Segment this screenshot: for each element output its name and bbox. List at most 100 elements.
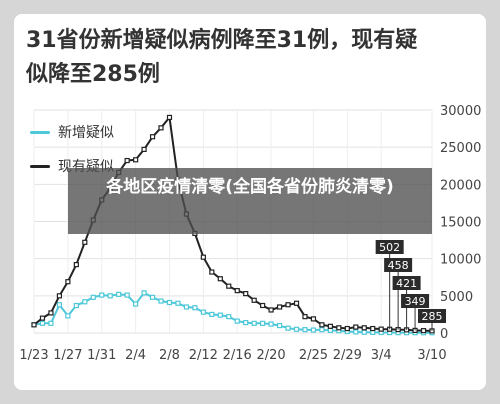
data-point (158, 298, 164, 304)
data-point (82, 239, 88, 245)
data-point (251, 297, 257, 303)
annotations-group: 502 458 421 349 285 (375, 240, 446, 331)
data-point (370, 325, 376, 332)
data-point (420, 328, 427, 334)
data-point (243, 291, 249, 297)
legend-label-new: 新增疑似 (58, 125, 114, 141)
annotation-label: 502 (379, 241, 400, 254)
annotation-box (401, 294, 430, 308)
annotation-label: 458 (388, 259, 409, 272)
data-point (361, 325, 367, 331)
data-point (209, 311, 215, 318)
y-tick-label: 30000 (440, 104, 481, 119)
data-point (319, 327, 325, 333)
y-tick-label: 5000 (440, 290, 473, 305)
data-point (293, 326, 300, 332)
data-point (65, 279, 71, 285)
data-point (327, 327, 333, 333)
data-point (285, 302, 291, 308)
data-point (183, 304, 190, 310)
data-point (175, 300, 181, 306)
data-point (319, 322, 325, 328)
data-point (310, 327, 317, 333)
data-point (243, 319, 249, 326)
data-point (56, 293, 63, 299)
data-point (116, 291, 122, 297)
data-point (82, 299, 88, 305)
annotation-label: 349 (405, 295, 426, 308)
annotation-box (418, 309, 446, 323)
data-point (327, 323, 333, 329)
data-point (234, 318, 240, 324)
data-point (158, 125, 164, 131)
data-point (226, 283, 232, 289)
y-tick-label: 20000 (440, 178, 481, 193)
data-point (48, 320, 54, 326)
data-point (149, 134, 156, 140)
data-point (302, 314, 308, 320)
x-tick-label: 2/29 (333, 348, 362, 363)
data-point (192, 305, 198, 311)
annotation-box (392, 276, 421, 290)
x-tick-label: 3/10 (417, 348, 446, 363)
data-point (378, 326, 384, 332)
data-point (353, 329, 359, 335)
data-point (31, 322, 37, 328)
annotation-box (384, 258, 413, 272)
data-point (107, 293, 113, 299)
x-tick-label: 2/4 (125, 348, 146, 363)
x-tick-label: 1/27 (53, 348, 82, 363)
data-point (344, 325, 350, 332)
data-point (133, 157, 139, 163)
overlay-caption: 各地区疫情清零(全国各省份肺炎清零) (68, 168, 432, 234)
x-tick-label: 1/23 (19, 348, 48, 363)
data-point (133, 301, 139, 307)
data-point (48, 310, 54, 316)
series-group (31, 114, 435, 336)
data-point (336, 325, 342, 331)
data-point (226, 314, 232, 320)
legend-swatch-new (30, 130, 50, 134)
data-point (217, 312, 223, 318)
x-tick-label: 2/12 (189, 348, 218, 363)
data-point (39, 320, 46, 326)
annotation-label: 421 (396, 277, 417, 290)
legend-item-new: 新增疑似 (30, 115, 114, 149)
data-point (99, 292, 105, 298)
chart-title: 31省份新增疑似病例降至31例，现有疑似降至285例 (26, 28, 418, 87)
data-point (90, 294, 96, 300)
data-point (124, 157, 130, 164)
data-point (141, 146, 147, 152)
data-point (73, 302, 79, 309)
data-point (56, 302, 63, 308)
data-point (260, 302, 266, 309)
data-point (268, 307, 274, 313)
data-point (353, 324, 359, 330)
data-point (276, 304, 283, 310)
x-tick-label: 2/20 (257, 348, 286, 363)
data-point (124, 292, 130, 298)
data-point (200, 254, 206, 260)
y-tick-label: 10000 (440, 253, 481, 268)
data-point (234, 288, 240, 294)
annotation-box (375, 240, 404, 254)
x-tick-label: 2/8 (159, 348, 180, 363)
y-tick-label: 15000 (440, 216, 481, 231)
data-point (209, 269, 215, 275)
data-point (260, 320, 266, 326)
data-point (149, 294, 156, 300)
x-tick-label: 3/4 (371, 348, 392, 363)
y-tick-label: 25000 (440, 141, 481, 156)
x-tick-label: 1/31 (87, 348, 116, 363)
data-point (65, 313, 71, 319)
data-point (141, 290, 147, 296)
data-point (73, 262, 79, 268)
data-point (166, 114, 173, 121)
y-axis-ticks: 0 5000 10000 15000 20000 25000 30000 (440, 104, 481, 342)
data-point (361, 329, 367, 335)
data-point (310, 316, 317, 322)
x-tick-label: 2/25 (299, 348, 328, 363)
x-axis-ticks: 1/23 1/27 1/31 2/4 2/8 2/12 2/16 2/20 2/25 2/29 3/… (19, 348, 446, 363)
y-tick-label: 0 (440, 327, 448, 342)
legend-swatch-existing (30, 164, 50, 168)
